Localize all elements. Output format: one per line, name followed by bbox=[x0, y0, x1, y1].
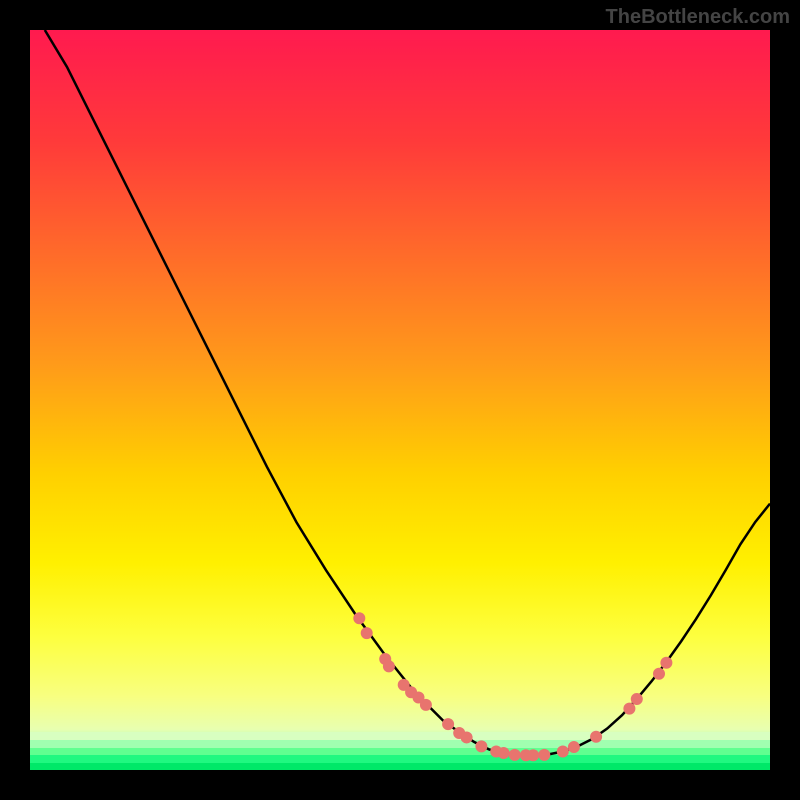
data-markers bbox=[353, 612, 672, 761]
data-marker bbox=[590, 731, 602, 743]
watermark-text: TheBottleneck.com bbox=[606, 6, 790, 29]
data-marker bbox=[461, 731, 473, 743]
data-marker bbox=[538, 749, 550, 761]
data-marker bbox=[509, 749, 521, 761]
data-marker bbox=[631, 693, 643, 705]
data-marker bbox=[475, 740, 487, 752]
data-marker bbox=[527, 749, 539, 761]
data-marker bbox=[442, 718, 454, 730]
data-marker bbox=[653, 668, 665, 680]
data-marker bbox=[557, 745, 569, 757]
data-marker bbox=[383, 660, 395, 672]
data-marker bbox=[420, 699, 432, 711]
data-marker bbox=[660, 657, 672, 669]
data-marker bbox=[353, 612, 365, 624]
plot-area bbox=[30, 30, 770, 770]
data-marker bbox=[568, 741, 580, 753]
data-marker bbox=[498, 747, 510, 759]
curve-line bbox=[45, 30, 770, 755]
data-marker bbox=[361, 627, 373, 639]
bottleneck-curve-chart bbox=[30, 30, 770, 770]
data-marker bbox=[623, 703, 635, 715]
